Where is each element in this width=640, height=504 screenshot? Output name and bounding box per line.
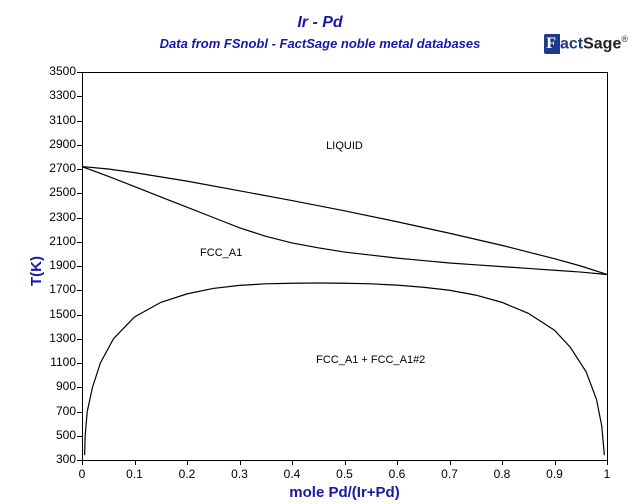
y-tick <box>77 339 82 340</box>
y-tick-label: 1500 <box>40 307 76 321</box>
region-label: FCC_A1 + FCC_A1#2 <box>291 354 451 366</box>
y-tick <box>77 218 82 219</box>
y-tick-label: 3100 <box>40 113 76 127</box>
y-tick <box>77 266 82 267</box>
y-tick <box>77 315 82 316</box>
y-tick-label: 1700 <box>40 282 76 296</box>
y-tick <box>77 96 82 97</box>
y-tick <box>77 72 82 73</box>
x-tick <box>450 460 451 465</box>
y-tick <box>77 242 82 243</box>
y-tick-label: 2500 <box>40 185 76 199</box>
y-tick <box>77 436 82 437</box>
y-tick <box>77 460 82 461</box>
phase-diagram-plot <box>82 72 609 462</box>
y-tick <box>77 193 82 194</box>
x-tick <box>607 460 608 465</box>
x-tick-label: 0.7 <box>435 467 465 481</box>
y-tick-label: 2900 <box>40 137 76 151</box>
logo-f: F <box>544 34 560 54</box>
x-tick <box>82 460 83 465</box>
region-label: LIQUID <box>265 140 425 152</box>
y-tick-label: 300 <box>40 452 76 466</box>
y-tick-label: 700 <box>40 404 76 418</box>
y-tick-label: 1900 <box>40 258 76 272</box>
x-tick <box>187 460 188 465</box>
y-tick-label: 900 <box>40 379 76 393</box>
x-tick-label: 0 <box>67 467 97 481</box>
y-tick-label: 3300 <box>40 88 76 102</box>
x-tick-label: 0.4 <box>277 467 307 481</box>
y-tick-label: 2100 <box>40 234 76 248</box>
y-tick-label: 2300 <box>40 210 76 224</box>
y-tick <box>77 121 82 122</box>
x-tick <box>345 460 346 465</box>
y-tick <box>77 387 82 388</box>
x-tick <box>555 460 556 465</box>
x-tick-label: 0.5 <box>330 467 360 481</box>
logo-reg: ® <box>621 34 628 44</box>
y-tick-label: 500 <box>40 428 76 442</box>
y-tick <box>77 412 82 413</box>
x-tick <box>135 460 136 465</box>
x-axis-label: mole Pd/(Ir+Pd) <box>82 484 607 501</box>
y-tick-label: 2700 <box>40 161 76 175</box>
x-tick <box>292 460 293 465</box>
x-tick <box>502 460 503 465</box>
y-tick <box>77 290 82 291</box>
y-tick-label: 3500 <box>40 64 76 78</box>
x-tick <box>240 460 241 465</box>
factsage-logo: FactSage® <box>544 34 628 54</box>
y-tick <box>77 169 82 170</box>
x-tick-label: 0.6 <box>382 467 412 481</box>
y-tick-label: 1100 <box>40 355 76 369</box>
x-tick-label: 0.9 <box>540 467 570 481</box>
x-tick-label: 0.3 <box>225 467 255 481</box>
x-tick-label: 0.2 <box>172 467 202 481</box>
logo-act: act <box>560 35 583 52</box>
x-tick-label: 1 <box>592 467 622 481</box>
region-label: FCC_A1 <box>141 247 301 259</box>
x-tick <box>397 460 398 465</box>
y-tick <box>77 363 82 364</box>
x-tick-label: 0.1 <box>120 467 150 481</box>
chart-title: Ir - Pd <box>0 14 640 32</box>
y-tick <box>77 145 82 146</box>
x-tick-label: 0.8 <box>487 467 517 481</box>
logo-sage: Sage <box>583 35 621 52</box>
y-tick-label: 1300 <box>40 331 76 345</box>
